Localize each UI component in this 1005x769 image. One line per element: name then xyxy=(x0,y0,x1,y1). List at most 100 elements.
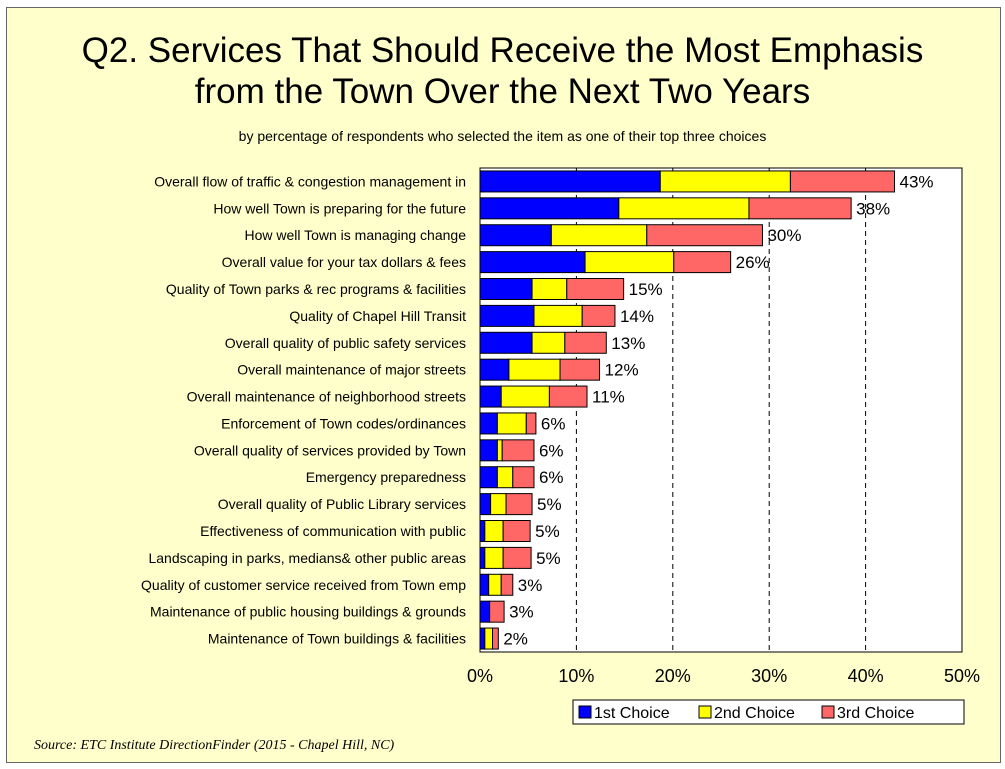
bar-segment xyxy=(479,170,661,193)
title-line-1: Q2. Services That Should Receive the Mos… xyxy=(81,31,924,70)
data-label: 3% xyxy=(518,576,543,595)
bar-segment xyxy=(496,439,503,462)
plot-area xyxy=(480,168,962,652)
bar-segment xyxy=(559,358,601,381)
bar-segment xyxy=(501,439,535,462)
data-label: 6% xyxy=(539,441,564,460)
x-tick-label: 40% xyxy=(848,666,884,686)
data-label: 6% xyxy=(539,468,564,487)
bar-segment xyxy=(566,278,625,300)
bar-segment xyxy=(484,520,504,542)
data-label: 15% xyxy=(629,280,663,299)
bar-segment xyxy=(479,224,552,247)
bar-segment xyxy=(789,170,896,193)
bar-segment xyxy=(673,251,732,274)
legend-label: 3rd Choice xyxy=(837,705,914,722)
bar-segment xyxy=(490,493,507,516)
bar-segment xyxy=(479,546,486,569)
bar-segment xyxy=(479,412,498,435)
bar-segment xyxy=(479,520,486,542)
bar-segment xyxy=(550,224,648,247)
x-tick-label: 20% xyxy=(655,666,691,686)
category-label: Effectiveness of communication with publ… xyxy=(200,523,466,539)
x-tick-label: 0% xyxy=(467,666,493,686)
plot-border xyxy=(479,167,963,653)
bar-segment xyxy=(492,627,499,650)
bar-segment xyxy=(659,170,791,193)
category-label: Overall quality of Public Library servic… xyxy=(218,496,466,512)
bar-segment xyxy=(496,412,527,435)
data-label: 12% xyxy=(605,361,639,380)
legend-label: 1st Choice xyxy=(594,705,670,722)
data-label: 38% xyxy=(856,199,890,218)
bar-segment xyxy=(484,546,504,569)
legend-swatch xyxy=(578,705,592,719)
bar-segment xyxy=(484,627,494,650)
bar-segment xyxy=(479,331,533,354)
category-label: How well Town is managing change xyxy=(244,227,466,243)
source-note: Source: ETC Institute DirectionFinder (2… xyxy=(34,738,395,753)
data-label: 5% xyxy=(536,549,561,568)
category-label: Quality of Town parks & rec programs & f… xyxy=(166,281,466,297)
data-label: 5% xyxy=(537,495,562,514)
bar-segment xyxy=(496,466,514,489)
data-label: 26% xyxy=(736,253,770,272)
bar-segment xyxy=(479,573,490,596)
bar-segment xyxy=(479,466,498,489)
data-label: 13% xyxy=(611,334,645,353)
category-label: Overall maintenance of major streets xyxy=(237,362,466,378)
data-label: 11% xyxy=(592,388,625,407)
category-label: Overall maintenance of neighborhood stre… xyxy=(187,389,466,405)
bar-segment xyxy=(618,197,750,220)
bar-segment xyxy=(548,385,588,408)
category-label: How well Town is preparing for the futur… xyxy=(213,200,466,216)
bar-segment xyxy=(489,600,505,623)
category-label: Quality of customer service received fro… xyxy=(141,577,466,593)
bar-segment xyxy=(479,493,492,516)
bar-segment xyxy=(479,278,533,300)
bar-segment xyxy=(479,251,586,274)
legend-box xyxy=(572,699,965,725)
chart-subtitle: by percentage of respondents who selecte… xyxy=(238,128,767,144)
data-label: 30% xyxy=(767,226,801,245)
category-label: Overall quality of public safety service… xyxy=(225,335,466,351)
bar-segment xyxy=(479,197,620,220)
bar-segment xyxy=(479,304,535,327)
legend-label: 2nd Choice xyxy=(714,705,795,722)
x-tick-label: 30% xyxy=(751,666,787,686)
category-label: Landscaping in parks, medians& other pub… xyxy=(148,550,466,566)
legend-swatch xyxy=(698,705,712,719)
bar-segment xyxy=(512,466,535,489)
x-tick-label: 50% xyxy=(944,666,980,686)
bar-segment xyxy=(531,331,566,354)
chart-title: Q2. Services That Should Receive the Mos… xyxy=(0,30,1005,112)
legend-swatch xyxy=(821,705,835,719)
bar-segment xyxy=(525,412,537,435)
bar-segment xyxy=(502,546,532,569)
category-label: Enforcement of Town codes/ordinances xyxy=(221,415,466,431)
bar-segment xyxy=(479,385,502,408)
bar-segment xyxy=(500,573,514,596)
bar-segment xyxy=(533,304,583,327)
bar-segment xyxy=(748,197,852,220)
x-tick-label: 10% xyxy=(558,666,594,686)
bar-segment xyxy=(584,251,675,274)
bar-segment xyxy=(505,493,533,516)
data-label: 2% xyxy=(503,630,528,649)
category-label: Overall value for your tax dollars & fee… xyxy=(222,254,466,270)
bar-segment xyxy=(531,278,568,300)
bar-segment xyxy=(564,331,607,354)
bar-segment xyxy=(479,358,510,381)
category-label: Maintenance of public housing buildings … xyxy=(150,604,466,620)
category-label: Overall quality of services provided by … xyxy=(194,442,466,458)
data-label: 5% xyxy=(535,522,560,541)
bar-segment xyxy=(581,304,616,327)
title-line-2: from the Town Over the Next Two Years xyxy=(194,72,811,111)
data-label: 14% xyxy=(620,307,654,326)
category-label: Quality of Chapel Hill Transit xyxy=(289,308,466,324)
bar-segment xyxy=(508,358,561,381)
data-label: 3% xyxy=(509,603,534,622)
data-label: 43% xyxy=(900,172,934,191)
bar-segment xyxy=(500,385,550,408)
